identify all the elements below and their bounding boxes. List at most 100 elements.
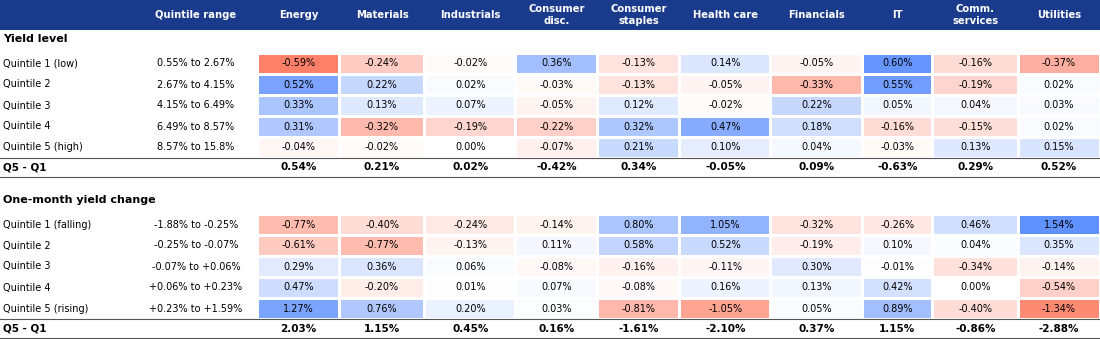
Text: -0.11%: -0.11% [708, 261, 742, 272]
Text: Materials: Materials [355, 10, 408, 20]
Text: 0.21%: 0.21% [364, 162, 400, 173]
Bar [934, 258, 1016, 276]
Bar [681, 216, 769, 234]
Text: 0.34%: 0.34% [620, 162, 657, 173]
Bar [600, 55, 679, 73]
Bar [681, 55, 769, 73]
Bar [772, 279, 860, 297]
Text: 0.03%: 0.03% [1044, 100, 1075, 111]
Bar [0, 235, 1100, 256]
Text: 0.10%: 0.10% [882, 240, 913, 251]
Bar [600, 97, 679, 115]
Bar [934, 139, 1016, 157]
Bar [600, 279, 679, 297]
Bar [1020, 55, 1099, 73]
Bar [258, 55, 338, 73]
Bar [341, 55, 424, 73]
Text: Financials: Financials [788, 10, 845, 20]
Bar [517, 237, 596, 255]
Text: 0.22%: 0.22% [366, 80, 397, 89]
Text: -0.02%: -0.02% [708, 100, 742, 111]
Bar [934, 118, 1016, 136]
Text: Quintile range: Quintile range [155, 10, 236, 20]
Bar [341, 258, 424, 276]
Text: -0.59%: -0.59% [282, 59, 316, 68]
Text: -0.15%: -0.15% [958, 121, 992, 132]
Bar [426, 139, 515, 157]
Bar [517, 279, 596, 297]
Bar [426, 216, 515, 234]
Text: 0.04%: 0.04% [801, 142, 832, 153]
Text: -0.07%: -0.07% [540, 142, 574, 153]
Bar [934, 237, 1016, 255]
Bar [341, 97, 424, 115]
Bar [864, 97, 931, 115]
Bar [517, 118, 596, 136]
Bar [426, 258, 515, 276]
Bar [0, 95, 1100, 116]
Text: 0.11%: 0.11% [541, 240, 572, 251]
Text: Energy: Energy [278, 10, 318, 20]
Text: Quintile 3: Quintile 3 [3, 261, 51, 272]
Bar [772, 216, 860, 234]
Bar [864, 258, 931, 276]
Bar [0, 158, 1100, 177]
Bar [1020, 76, 1099, 94]
Text: Consumer
disc.: Consumer disc. [529, 4, 585, 26]
Text: 0.89%: 0.89% [882, 303, 913, 314]
Bar [681, 97, 769, 115]
Text: 0.12%: 0.12% [624, 100, 654, 111]
Text: -0.22%: -0.22% [540, 121, 574, 132]
Bar [517, 139, 596, 157]
Text: 0.29%: 0.29% [283, 261, 313, 272]
Text: Quintile 1 (low): Quintile 1 (low) [3, 59, 78, 68]
Text: 0.02%: 0.02% [452, 162, 488, 173]
Bar [341, 139, 424, 157]
Bar [1020, 258, 1099, 276]
Text: 0.00%: 0.00% [455, 142, 485, 153]
Text: -2.10%: -2.10% [705, 323, 746, 334]
Bar [772, 139, 860, 157]
Text: 0.42%: 0.42% [882, 282, 913, 293]
Text: -0.05%: -0.05% [540, 100, 574, 111]
Bar [772, 118, 860, 136]
Bar [258, 237, 338, 255]
Text: -1.34%: -1.34% [1042, 303, 1076, 314]
Text: 0.13%: 0.13% [366, 100, 397, 111]
Text: -0.20%: -0.20% [365, 282, 399, 293]
Text: -0.04%: -0.04% [282, 142, 316, 153]
Text: Quintile 1 (falling): Quintile 1 (falling) [3, 219, 91, 230]
Bar [600, 258, 679, 276]
Text: 0.09%: 0.09% [799, 162, 835, 173]
Text: 0.05%: 0.05% [801, 303, 832, 314]
Bar [772, 258, 860, 276]
Text: 0.02%: 0.02% [455, 80, 485, 89]
Bar [864, 237, 931, 255]
Text: Quintile 2: Quintile 2 [3, 240, 51, 251]
Text: -0.02%: -0.02% [453, 59, 487, 68]
Text: 0.30%: 0.30% [801, 261, 832, 272]
Bar [258, 279, 338, 297]
Text: 1.54%: 1.54% [1044, 219, 1075, 230]
Bar [0, 277, 1100, 298]
Text: Quintile 5 (rising): Quintile 5 (rising) [3, 303, 88, 314]
Text: -0.14%: -0.14% [1042, 261, 1076, 272]
Text: -0.40%: -0.40% [958, 303, 992, 314]
Text: Quintile 3: Quintile 3 [3, 100, 51, 111]
Text: Comm.
services: Comm. services [953, 4, 999, 26]
Bar [681, 299, 769, 318]
Bar [0, 319, 1100, 338]
Text: 0.13%: 0.13% [960, 142, 991, 153]
Text: 0.01%: 0.01% [455, 282, 485, 293]
Text: -0.08%: -0.08% [621, 282, 656, 293]
Text: -0.13%: -0.13% [621, 59, 656, 68]
Text: -0.07% to +0.06%: -0.07% to +0.06% [152, 261, 240, 272]
Bar [0, 30, 1100, 48]
Bar [934, 216, 1016, 234]
Text: -0.86%: -0.86% [955, 323, 996, 334]
Text: Utilities: Utilities [1037, 10, 1081, 20]
Bar [258, 216, 338, 234]
Bar [864, 299, 931, 318]
Bar [681, 279, 769, 297]
Bar [258, 97, 338, 115]
